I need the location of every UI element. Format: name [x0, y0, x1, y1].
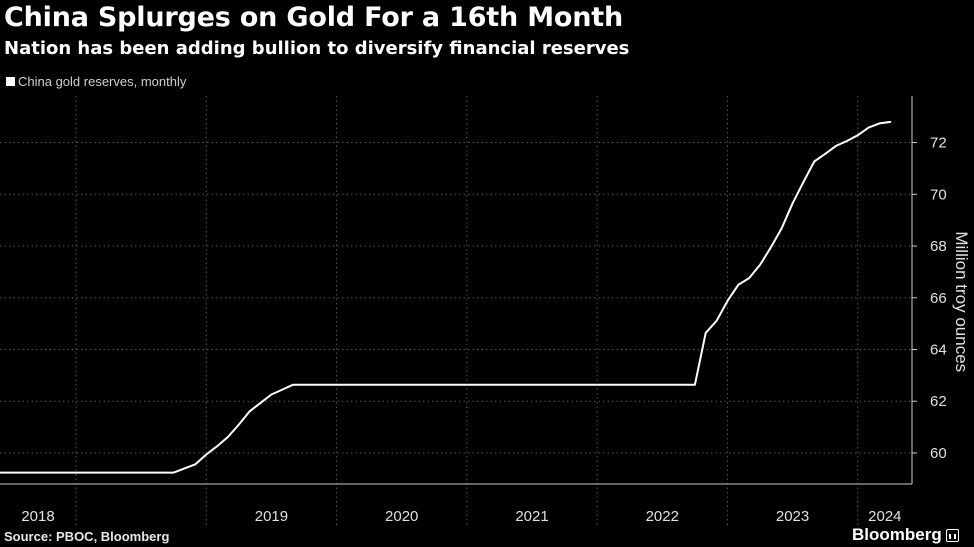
y-tick-label: 66	[930, 290, 947, 307]
y-tick-label: 64	[930, 341, 947, 358]
legend: China gold reserves, monthly	[6, 74, 186, 89]
source-note: Source: PBOC, Bloomberg	[4, 529, 170, 544]
bloomberg-logo: Bloomberg	[852, 525, 959, 545]
y-tick-label: 70	[930, 186, 947, 203]
x-tick-label: 2021	[515, 508, 548, 525]
series-line	[0, 120, 892, 474]
brand-label: Bloomberg	[852, 525, 942, 544]
x-tick-label: 2023	[776, 508, 809, 525]
grid-layer	[0, 96, 912, 526]
y-tick-label: 60	[930, 445, 947, 462]
y-tick-label: 62	[930, 393, 947, 410]
x-tick-label: 2018	[21, 508, 54, 525]
y-tick-label: 72	[930, 135, 947, 152]
bloomberg-icon	[945, 528, 959, 542]
legend-swatch	[6, 77, 15, 86]
x-tick-label: 2024	[868, 508, 901, 525]
chart-title: China Splurges on Gold For a 16th Month	[4, 2, 623, 33]
x-tick-label: 2020	[385, 508, 418, 525]
x-tick-label: 2022	[646, 508, 679, 525]
legend-label: China gold reserves, monthly	[18, 74, 187, 89]
y-tick-label: 68	[930, 238, 947, 255]
chart-subtitle: Nation has been adding bullion to divers…	[4, 38, 630, 59]
y-axis-title: Million troy ounces	[952, 231, 971, 372]
series-layer	[0, 120, 892, 474]
axis-layer: 60 62 64 66 68 70 72 2018 2019 2020 2021 2022 2023 20…	[0, 96, 947, 525]
x-tick-label: 2019	[255, 508, 288, 525]
